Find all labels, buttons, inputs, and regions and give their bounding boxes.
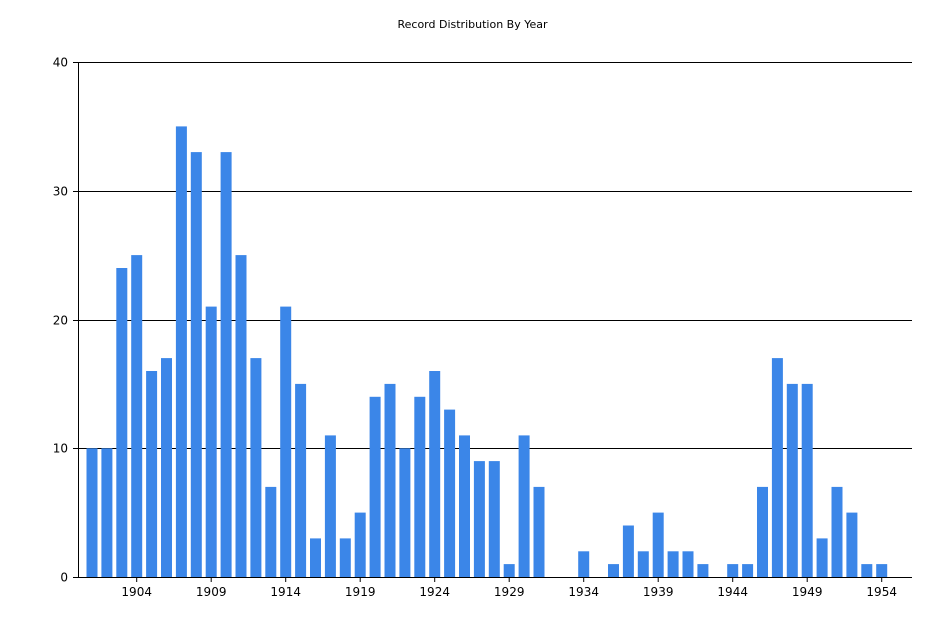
x-tick-label: 1939 [643,585,674,599]
bar [518,435,530,577]
x-tick-label: 1949 [792,585,823,599]
y-tick-label: 30 [53,185,68,199]
bar [816,538,828,577]
bar [861,564,873,577]
bar [503,564,515,577]
bar [161,358,172,577]
bar [831,486,843,577]
y-tick-label: 20 [53,314,68,328]
bar [146,371,158,577]
bar [175,126,187,578]
x-tick-label: 1929 [494,585,525,599]
bar [295,383,307,577]
x-tick-label: 1904 [121,585,152,599]
bar [697,564,709,577]
bar [429,371,441,577]
y-tick-label: 0 [60,571,68,585]
bar [637,551,649,578]
bar [190,152,202,577]
bar [354,512,366,577]
bar [86,448,98,578]
x-tick-label: 1909 [196,585,227,599]
bar [846,512,858,577]
bar [265,486,277,577]
bar [414,396,426,578]
bar [444,409,456,577]
bar [771,358,783,577]
chart-title: Record Distribution By Year [397,18,548,31]
x-tick-label: 1919 [345,585,376,599]
bar [250,358,262,577]
bar [459,435,470,577]
bar [473,461,485,577]
bar [652,512,664,577]
bar [369,396,381,578]
bar [101,448,113,578]
bar [131,255,143,577]
x-tick-label: 1934 [568,585,599,599]
bar [488,461,500,577]
y-tick-label: 40 [53,56,68,70]
bar [310,538,321,577]
bar [339,538,351,577]
bar [682,551,694,578]
bar [786,383,798,577]
bar [608,564,619,577]
bar [667,551,679,578]
bar [116,268,128,577]
bar [742,564,754,577]
bar [220,152,232,577]
bar [578,551,590,578]
bar [235,255,247,577]
bar [280,306,292,577]
bar [533,486,545,577]
bar [399,448,411,578]
bar [876,564,888,577]
bar [727,564,739,577]
x-tick-label: 1914 [270,585,301,599]
bar [384,383,396,577]
bar [801,383,813,577]
y-tick-label: 10 [53,442,68,456]
bar [324,435,336,577]
bar [205,306,217,577]
x-tick-label: 1924 [419,585,450,599]
bar [622,525,634,577]
x-tick-label: 1944 [717,585,748,599]
x-tick-label: 1954 [866,585,897,599]
bar [757,486,768,577]
